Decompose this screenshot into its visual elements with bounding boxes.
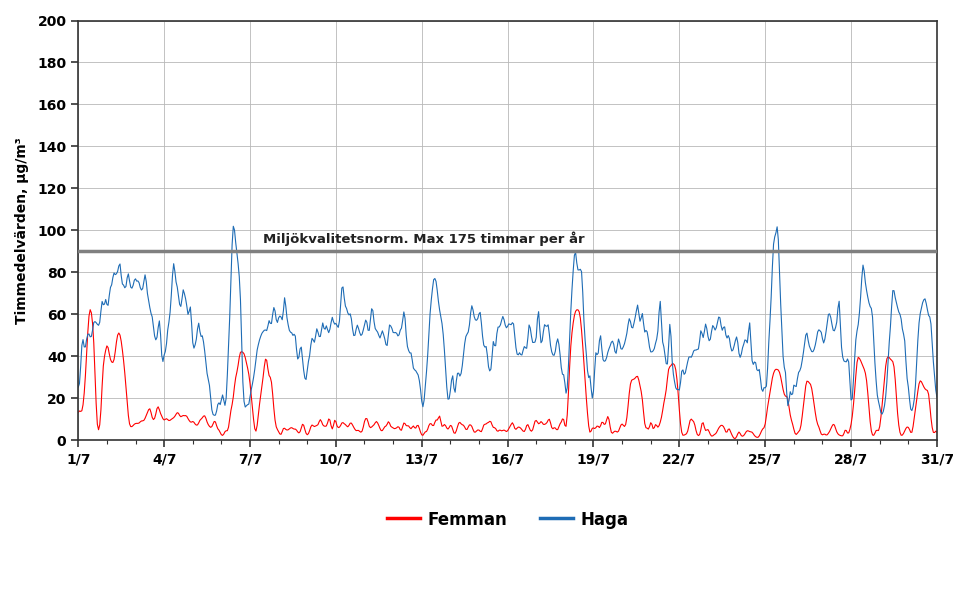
Haga [453, 369, 464, 377]
Femman [729, 435, 740, 442]
Haga [76, 342, 87, 349]
Line: Haga: Haga [78, 226, 964, 416]
Text: Miljökvalitetsnorm. Max 175 timmar per år: Miljökvalitetsnorm. Max 175 timmar per å… [264, 231, 584, 246]
Haga [958, 399, 969, 406]
Haga [710, 324, 722, 332]
Haga [228, 223, 239, 230]
Haga [208, 412, 220, 419]
Femman [198, 413, 209, 420]
Haga [197, 332, 208, 339]
Femman [732, 430, 743, 437]
Femman [485, 418, 497, 425]
Y-axis label: Timmedelvärden, µg/m³: Timmedelvärden, µg/m³ [15, 137, 29, 324]
Haga [486, 352, 498, 359]
Haga [732, 339, 743, 346]
Legend: Femman, Haga: Femman, Haga [381, 503, 635, 537]
Femman [76, 407, 87, 414]
Femman [958, 429, 969, 436]
Haga [73, 384, 84, 391]
Line: Femman: Femman [78, 310, 964, 439]
Femman [452, 423, 463, 430]
Femman [84, 306, 96, 313]
Femman [709, 430, 721, 437]
Femman [73, 408, 84, 416]
